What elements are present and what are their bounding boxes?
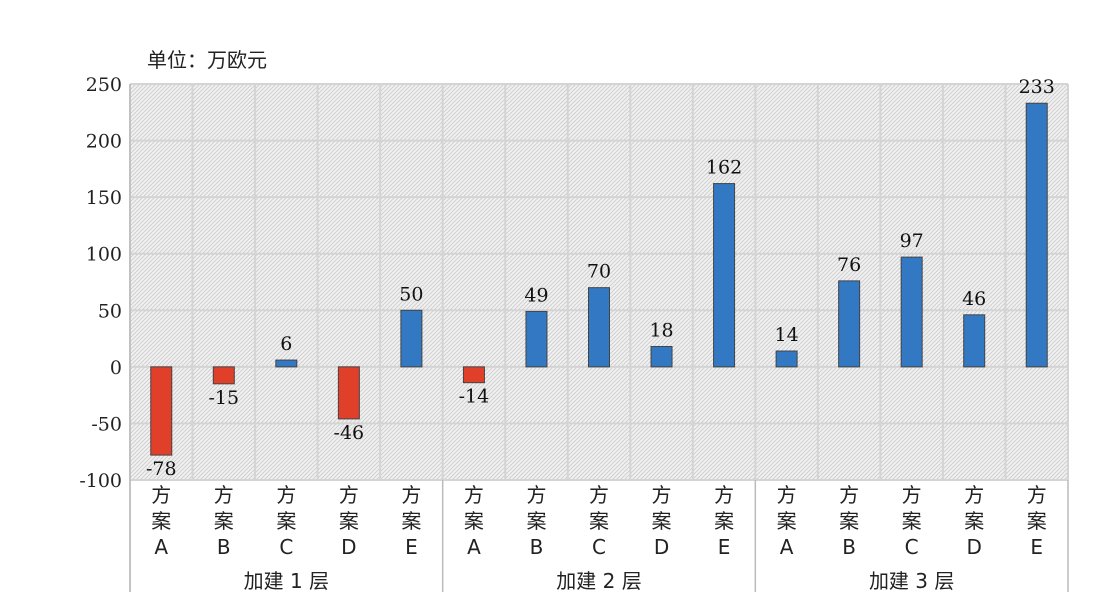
data-label: -46 [334,422,365,444]
data-label: 50 [399,283,423,305]
x-group-label: 加建 2 层 [556,569,641,593]
x-category-label: 方 [339,483,359,507]
x-category-label: 方 [276,483,296,507]
data-label: 76 [837,254,861,276]
data-label: 49 [524,284,548,306]
x-category-label: 方 [151,483,171,507]
x-category-label: 案 [902,509,922,533]
bar [337,366,360,420]
data-label: 18 [649,319,673,341]
data-label: -15 [208,387,239,409]
bar [775,350,798,368]
x-category-label: C [905,535,919,559]
bar [588,287,610,368]
bar [400,309,423,368]
x-category-label: B [530,535,544,559]
x-category-label: 方 [526,483,546,507]
y-tick-label: -50 [91,413,122,435]
bar [275,359,298,368]
x-category-label: 案 [964,509,984,533]
x-category-label: D [966,535,981,559]
x-category-label: 案 [214,509,234,533]
x-category-label: 方 [839,483,859,507]
x-category-label: C [592,535,606,559]
bar [963,314,986,368]
x-category-label: 案 [339,509,359,533]
bar [525,310,548,368]
y-tick-label: 0 [110,357,122,379]
x-group-label: 加建 1 层 [244,569,329,593]
data-label: 97 [900,230,924,252]
y-tick-label: -100 [79,470,122,492]
x-category-label: D [654,535,669,559]
x-category-label: A [154,535,168,559]
x-group-label: 加建 3 层 [869,569,954,593]
x-category-label: 案 [589,509,609,533]
x-category-label: 案 [777,509,797,533]
x-category-label: B [842,535,856,559]
x-category-label: 方 [214,483,234,507]
bar [838,280,861,368]
x-category-label: 案 [652,509,672,533]
x-category-label: 案 [1027,509,1047,533]
x-category-label: 方 [1027,483,1047,507]
data-label: 46 [962,288,986,310]
data-label: 6 [280,333,292,355]
x-category-label: A [780,535,794,559]
x-category-label: 案 [464,509,484,533]
bar [1025,102,1048,368]
x-category-label: 方 [777,483,797,507]
data-label: 162 [706,157,742,179]
y-tick-label: 100 [86,244,122,266]
bar [150,366,173,456]
x-category-label: 案 [276,509,296,533]
x-category-label: 方 [589,483,609,507]
x-category-label: B [217,535,231,559]
y-tick-label: 200 [86,131,122,153]
x-category-label: 案 [526,509,546,533]
x-category-label: 方 [964,483,984,507]
x-category-label: 方 [714,483,734,507]
data-label: -78 [146,458,177,480]
bar [900,256,923,368]
data-label: 14 [775,324,799,346]
x-category-label: A [467,535,481,559]
data-label: 70 [587,261,611,283]
bar [212,366,235,385]
data-label: -14 [459,386,490,408]
x-category-label: E [1030,535,1043,559]
x-category-label: 案 [401,509,421,533]
y-tick-label: 50 [98,300,122,322]
y-tick-label: 150 [86,187,122,209]
x-category-label: 案 [714,509,734,533]
x-category-label: E [405,535,418,559]
x-category-label: 方 [902,483,922,507]
bar [713,183,736,368]
bar [462,366,485,384]
x-category-label: C [279,535,293,559]
x-category-label: 方 [464,483,484,507]
x-category-label: 案 [839,509,859,533]
unit-label: 单位：万欧元 [147,48,267,72]
x-category-label: 方 [401,483,421,507]
y-tick-label: 250 [86,74,122,96]
x-category-label: 方 [652,483,672,507]
data-label: 233 [1019,76,1055,98]
x-category-label: 案 [151,509,171,533]
bar [650,345,673,368]
x-category-label: D [341,535,356,559]
x-category-label: E [718,535,731,559]
